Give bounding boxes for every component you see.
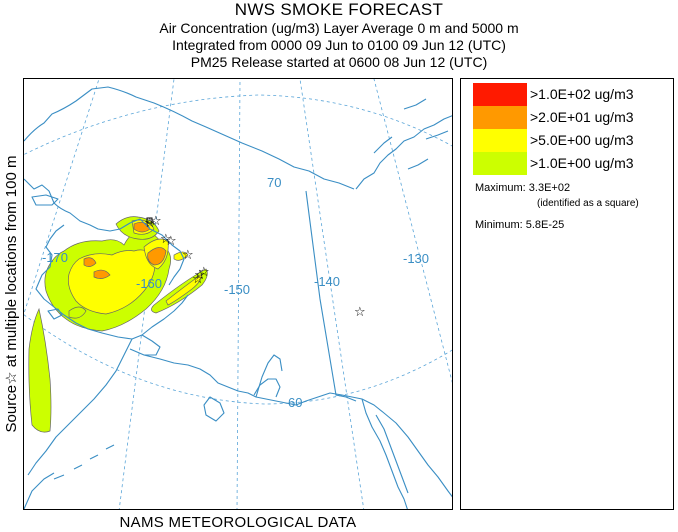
plume-small-level5 (173, 251, 189, 261)
minimum-value: Minimum: 5.8E-25 (475, 219, 565, 231)
graticule (24, 79, 452, 509)
coastline-arctic-islands (373, 98, 449, 170)
lon-140-label: -140 (314, 274, 340, 289)
legend-item-1: >1.0E+00 ug/m3 (473, 152, 673, 175)
meridian-130 (373, 79, 452, 383)
coastline-nunivak (47, 308, 63, 320)
legend-swatch-20 (473, 106, 527, 129)
legend-panel: >1.0E+02 ug/m3 >2.0E+01 ug/m3 >5.0E+00 u… (460, 78, 674, 510)
source-star-8: ☆ (192, 272, 204, 287)
coastline-bristol-bay (141, 334, 161, 356)
legend-swatch-1 (473, 152, 527, 175)
meridian-170 (24, 79, 100, 315)
coastline-bering-west (35, 224, 189, 340)
plume-coastal-strip-level1 (28, 307, 52, 433)
parallel-60 (24, 314, 452, 405)
legend-item-5: >5.0E+00 ug/m3 (473, 129, 673, 152)
meridian-140 (299, 79, 365, 509)
forecast-title: NWS SMOKE FORECAST (234, 0, 444, 19)
legend-swatch-5 (473, 129, 527, 152)
legend-label-20: >2.0E+01 ug/m3 (530, 109, 634, 125)
legend-label-100: >1.0E+02 ug/m3 (530, 86, 634, 102)
coastline-aleutians (53, 444, 115, 480)
coastline-norton-sound (139, 218, 185, 286)
legend-label-5: >5.0E+00 ug/m3 (530, 132, 634, 148)
coastlines (24, 86, 452, 509)
lon-170-label: -170 (42, 250, 68, 265)
source-side-label-text: Source☆ at multiple locations from 100 m (3, 155, 20, 433)
plume-center-level20 (147, 247, 167, 266)
border-alaska-canada (305, 190, 357, 402)
legend-item-20: >2.0E+01 ug/m3 (473, 106, 673, 129)
lat-60-label: 60 (288, 395, 302, 410)
plume-west-level20-a (83, 257, 97, 267)
parallel-70 (24, 94, 452, 156)
coastline-arctic (24, 86, 355, 190)
plume-southeast-level5 (165, 273, 203, 306)
smoke-plumes (28, 216, 208, 433)
legend-swatch-100 (473, 83, 527, 106)
legend-item-100: >1.0E+02 ug/m3 (473, 83, 673, 106)
maximum-note: (identified as a square) (537, 198, 639, 209)
coastline-kenai (253, 378, 281, 398)
data-source-footer: NAMS METEOROLOGICAL DATA (119, 514, 357, 531)
coastline-alaska-peninsula (27, 338, 133, 476)
source-star-3: ☆ (160, 232, 172, 247)
lon-160-label: -160 (136, 276, 162, 291)
plume-west-level20-b (93, 269, 111, 279)
source-star-9: ☆ (354, 305, 366, 320)
smoke-map: 70 60 -170 -160 -150 -140 -130 ☆ ☆ ☆ ☆ ☆… (23, 78, 453, 510)
release-start: PM25 Release started at 0600 08 Jun 12 (… (190, 54, 488, 70)
source-markers: ☆ ☆ ☆ ☆ ☆ ☆ ☆ ☆ ☆ (144, 214, 366, 320)
source-star-5: ☆ (182, 248, 194, 263)
coastline-st-lawrence-island (31, 194, 59, 206)
coastline-south-mainland (129, 348, 452, 498)
source-star-4: ☆ (165, 234, 177, 249)
source-star-7: ☆ (198, 265, 210, 280)
coastline-southeast-panhandle (361, 398, 408, 509)
map-canvas: 70 60 -170 -160 -150 -140 -130 ☆ ☆ ☆ ☆ ☆… (24, 79, 452, 509)
lon-130-label: -130 (403, 251, 429, 266)
maximum-value: Maximum: 3.3E+02 (475, 182, 571, 194)
concentration-subtitle: Air Concentration (ug/m3) Layer Average … (159, 20, 519, 36)
coastline-panhandle-islands (375, 414, 409, 494)
plume-west-inner-level1 (68, 306, 87, 319)
coastline-cook-inlet (255, 354, 283, 398)
meridian-150 (236, 79, 241, 509)
lon-150-label: -150 (224, 282, 250, 297)
source-star-6: ☆ (194, 268, 206, 283)
legend-label-1: >1.0E+00 ug/m3 (530, 155, 634, 171)
source-star-2: ☆ (150, 214, 162, 229)
coastline-kodiak (203, 396, 225, 422)
maximum-square (146, 217, 153, 224)
coastline-canadian-arctic (355, 115, 452, 190)
coastline-siberia (24, 472, 55, 509)
lat-70-label: 70 (267, 175, 281, 190)
integration-period: Integrated from 0000 09 Jun to 0100 09 J… (172, 37, 506, 53)
